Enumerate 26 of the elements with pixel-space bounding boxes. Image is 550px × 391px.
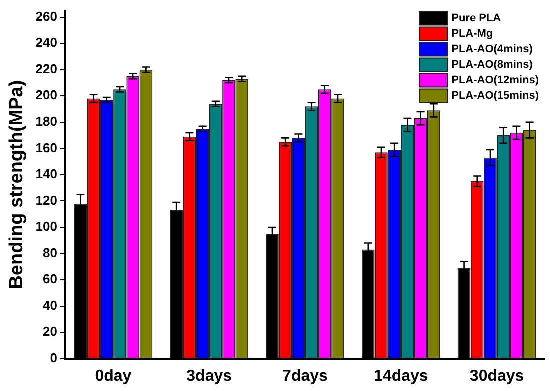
y-tick-label: 220 bbox=[36, 61, 58, 76]
y-tick-label: 160 bbox=[36, 140, 58, 156]
x-tick-label: 14days bbox=[374, 368, 428, 385]
legend-label: PLA-AO(4mins) bbox=[452, 44, 534, 56]
y-tick-label: 100 bbox=[36, 219, 58, 234]
y-tick-label: 140 bbox=[36, 166, 58, 182]
y-tick-label: 120 bbox=[36, 192, 58, 208]
legend-label: Pure PLA bbox=[452, 12, 502, 25]
x-tick-label: 0day bbox=[95, 368, 132, 385]
legend-label: PLA-AO(15mins) bbox=[452, 90, 540, 102]
y-tick-label: 40 bbox=[43, 298, 58, 313]
legend-label: PLA-AO(12mins) bbox=[452, 74, 540, 87]
y-tick-label: 60 bbox=[43, 272, 58, 287]
x-tick-label: 30days bbox=[470, 368, 524, 385]
y-tick-label: 180 bbox=[36, 114, 58, 129]
y-tick-label: 0 bbox=[50, 350, 58, 366]
legend-label: PLA-AO(8mins) bbox=[452, 59, 534, 72]
legend-label: PLA-Mg bbox=[452, 28, 494, 40]
y-axis-title: Bending strength(MPa) bbox=[6, 80, 28, 290]
x-tick-label: 3days bbox=[186, 368, 232, 385]
y-tick-label: 260 bbox=[36, 8, 58, 24]
y-tick-label: 200 bbox=[36, 88, 58, 103]
y-tick-label: 80 bbox=[43, 245, 58, 260]
x-tick-label: 7days bbox=[282, 368, 328, 385]
y-tick-label: 240 bbox=[36, 35, 58, 50]
y-tick-label: 20 bbox=[43, 324, 58, 340]
